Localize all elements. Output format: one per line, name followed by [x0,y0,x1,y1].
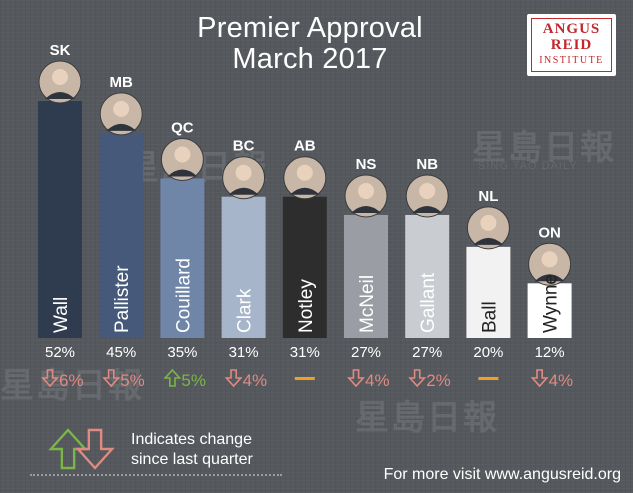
portrait-face-sk [52,69,68,85]
premier-name-ns: McNeil [357,275,378,333]
bar-nb [405,214,450,338]
change-arrow-bc [224,369,243,388]
legend-arrows [48,428,115,470]
bar-bc [221,196,266,338]
province-label-nl: NL [478,188,498,205]
portrait-face-nb [419,182,436,199]
change-label-qc: 5% [181,371,206,390]
value-label-nl: 20% [473,344,503,361]
value-label-nb: 27% [412,344,442,361]
premier-name-bc: Clark [235,288,256,333]
portrait-body-ab [289,187,320,195]
change-arrow-mb [102,369,121,388]
watermark: 星島日報 [355,398,499,438]
logo-line3: INSTITUTE [539,55,604,66]
portrait-face-ns [358,182,374,199]
portrait-body-qc [167,169,198,177]
province-label-mb: MB [110,74,133,91]
footer-link[interactable]: For more visit www.angusreid.org [383,466,621,483]
portrait-face-ab [296,164,313,181]
change-label-nb: 2% [426,371,451,390]
premier-name-ab: Notley [296,279,317,333]
change-label-mb: 5% [120,371,145,390]
value-label-ns: 27% [351,344,381,361]
bar-ab [282,196,327,338]
value-label-qc: 35% [167,344,197,361]
change-arrow-sk [41,369,59,388]
change-label-sk: 6% [59,371,84,390]
value-label-mb: 45% [106,344,136,361]
change-arrow-nb [408,369,427,388]
premier-name-sk: Wall [51,297,72,333]
change-label-on: 4% [549,371,574,390]
portrait-face-on [541,251,558,268]
province-label-sk: SK [50,42,71,59]
province-label-on: ON [538,224,561,241]
bar-on [527,283,572,338]
province-label-qc: QC [171,119,194,136]
portrait-body-bc [228,187,259,195]
province-label-nb: NB [416,156,438,173]
bars-group: SK Wall 52% 6% MB Pallister 45% 5% QC Couillard 35… [38,42,573,390]
province-label-ns: NS [356,156,377,173]
legend-line2: since last quarter [131,451,253,468]
logo-line2: REID [550,37,593,53]
watermark: 星島日報 [472,128,616,168]
chart-subtitle: March 2017 [232,43,388,75]
change-flat-ab [294,377,315,380]
change-arrow-on [530,369,549,388]
portrait-body-ns [351,205,381,213]
value-label-on: 12% [535,344,565,361]
legend-up-arrow-icon [48,428,88,470]
logo-border [531,18,612,72]
value-label-bc: 31% [229,344,259,361]
premier-name-mb: Pallister [112,265,133,333]
angus-reid-logo[interactable]: ANGUS REID INSTITUTE [527,14,616,76]
bar-qc [160,178,205,338]
watermark: 星島日報 [0,366,144,406]
legend-line1: Indicates change [131,431,252,448]
bar-sk [38,101,82,338]
portrait-body-on [534,274,565,282]
change-flat-nl [478,377,499,380]
bar-ns [344,214,388,338]
bar-mb [99,132,144,338]
premier-name-nb: Gallant [418,272,439,333]
watermark-subtext: SING TAO DAILY [478,160,578,172]
legend-divider [30,474,282,476]
value-label-sk: 52% [45,344,75,361]
premier-name-qc: Couillard [173,258,194,333]
portrait-body-sk [45,92,75,99]
value-label-ab: 31% [290,344,320,361]
portrait-face-mb [113,100,130,117]
portrait-face-nl [480,214,497,231]
portrait-body-nl [473,237,504,245]
logo-line1: ANGUS [542,21,601,37]
change-arrow-qc [163,368,182,387]
premier-name-nl: Ball [479,301,500,333]
premier-name-on: Wynne [541,274,562,333]
change-label-ns: 4% [365,371,390,390]
change-arrow-ns [347,369,365,388]
legend-down-arrow-icon [75,428,115,470]
portrait-face-bc [235,164,252,181]
province-label-ab: AB [294,138,316,155]
portrait-body-mb [106,123,137,131]
bar-nl [466,246,511,338]
portrait-face-qc [174,146,191,163]
change-label-bc: 4% [243,371,268,390]
province-label-bc: BC [233,138,255,155]
portrait-body-nb [412,205,443,213]
chart-title: Premier Approval [197,12,423,44]
